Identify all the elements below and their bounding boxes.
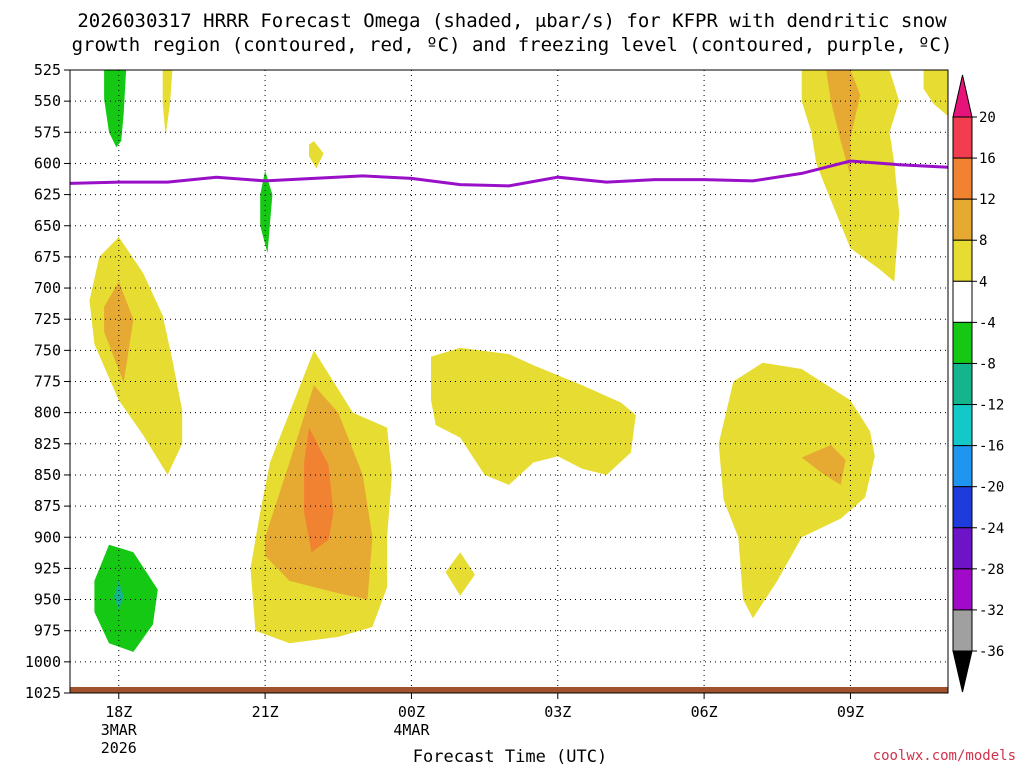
omega-region-10: [304, 427, 334, 553]
y-tick-label-8: 725: [34, 310, 61, 328]
y-tick-label-1: 550: [34, 92, 61, 110]
omega-region-3: [260, 170, 273, 254]
omega-region-16: [826, 70, 861, 176]
y-tick-label-19: 1000: [25, 653, 61, 671]
y-tick-label-17: 950: [34, 591, 61, 609]
colorbar-swatch-7: [952, 404, 973, 447]
ground-surface: [70, 687, 948, 693]
x-tick-label-3: 03Z: [544, 703, 571, 721]
colorbar-bottom-arrow: [952, 650, 973, 693]
omega-region-2: [309, 141, 324, 169]
x-tick-label-1: 21Z: [252, 703, 279, 721]
freezing-level-line: [69, 159, 949, 188]
omega-region-5: [104, 281, 134, 383]
y-tick-label-6: 675: [34, 248, 61, 266]
colorbar-swatch-8: [952, 445, 973, 488]
y-tick-label-4: 625: [34, 186, 61, 204]
colorbar-label-1: 16: [979, 151, 996, 167]
y-tick-label-10: 775: [34, 373, 61, 391]
omega-region-0: [104, 70, 127, 148]
y-tick-label-2: 575: [34, 123, 61, 141]
plot-area: [69, 69, 949, 694]
x-axis-label: Forecast Time (UTC): [413, 747, 607, 767]
y-tick-label-20: 1025: [25, 684, 61, 702]
x-tick-label-2: 00Z: [398, 703, 425, 721]
y-tick-label-5: 650: [34, 217, 61, 235]
y-tick-label-16: 925: [34, 559, 61, 577]
colorbar-swatch-2: [952, 198, 973, 241]
y-tick-label-9: 750: [34, 341, 61, 359]
colorbar-swatch-1: [952, 157, 973, 200]
colorbar-label-10: -24: [979, 521, 1004, 537]
colorbar-swatch-11: [952, 568, 973, 611]
colorbar-label-0: 20: [979, 110, 996, 126]
x-tick-date-2: 4MAR: [393, 721, 430, 739]
colorbar-label-6: -8: [979, 356, 996, 372]
x-tick-label-0: 18Z: [105, 703, 132, 721]
omega-region-11: [445, 552, 475, 596]
colorbar-label-3: 8: [979, 233, 987, 249]
colorbar: 20 16 12 8 4 -4 -8 -12 -16 -20 -24 -28 -32 -36: [952, 74, 1004, 693]
colorbar-swatch-5: [952, 321, 973, 364]
colorbar-label-5: -4: [979, 315, 996, 331]
colorbar-swatch-10: [952, 527, 973, 570]
colorbar-label-2: 12: [979, 192, 996, 208]
y-tick-label-15: 900: [34, 528, 61, 546]
credit-text: coolwx.com/models: [873, 748, 1016, 764]
colorbar-label-7: -12: [979, 398, 1004, 414]
colorbar-label-4: 4: [979, 274, 987, 290]
omega-region-12: [431, 347, 636, 485]
y-tick-label-3: 600: [34, 154, 61, 172]
omega-region-6: [94, 544, 158, 652]
y-tick-label-14: 875: [34, 497, 61, 515]
chart-title-line1: 2026030317 HRRR Forecast Omega (shaded, …: [77, 10, 947, 32]
colorbar-label-13: -36: [979, 644, 1004, 660]
colorbar-label-8: -16: [979, 439, 1004, 455]
colorbar-label-12: -32: [979, 603, 1004, 619]
omega-region-17: [923, 70, 948, 117]
y-tick-label-13: 850: [34, 466, 61, 484]
x-tick-date-0: 3MAR: [101, 721, 138, 739]
y-tick-label-7: 700: [34, 279, 61, 297]
y-tick-label-11: 800: [34, 404, 61, 422]
y-tick-label-0: 525: [34, 61, 61, 79]
colorbar-swatch-12: [952, 609, 973, 652]
omega-shading: [89, 70, 948, 652]
x-tick-label-5: 09Z: [837, 703, 864, 721]
colorbar-swatch-4: [952, 280, 973, 323]
x-tick-year-0: 2026: [101, 739, 137, 757]
x-tick-label-4: 06Z: [691, 703, 718, 721]
colorbar-swatch-9: [952, 486, 973, 529]
omega-region-14: [801, 445, 846, 485]
omega-region-1: [162, 70, 173, 136]
colorbar-swatch-6: [952, 362, 973, 406]
colorbar-swatch-0: [952, 116, 973, 159]
colorbar-swatch-3: [952, 239, 973, 282]
y-tick-label-18: 975: [34, 622, 61, 640]
chart-title-line2: growth region (contoured, red, ºC) and f…: [72, 34, 953, 56]
omega-region-13: [718, 362, 875, 619]
colorbar-label-9: -20: [979, 480, 1004, 496]
y-tick-label-12: 825: [34, 435, 61, 453]
colorbar-label-11: -28: [979, 562, 1004, 578]
y-axis: 525 550 575 600 625 650 675 700 725 750 775 800 825 8…: [25, 61, 70, 702]
